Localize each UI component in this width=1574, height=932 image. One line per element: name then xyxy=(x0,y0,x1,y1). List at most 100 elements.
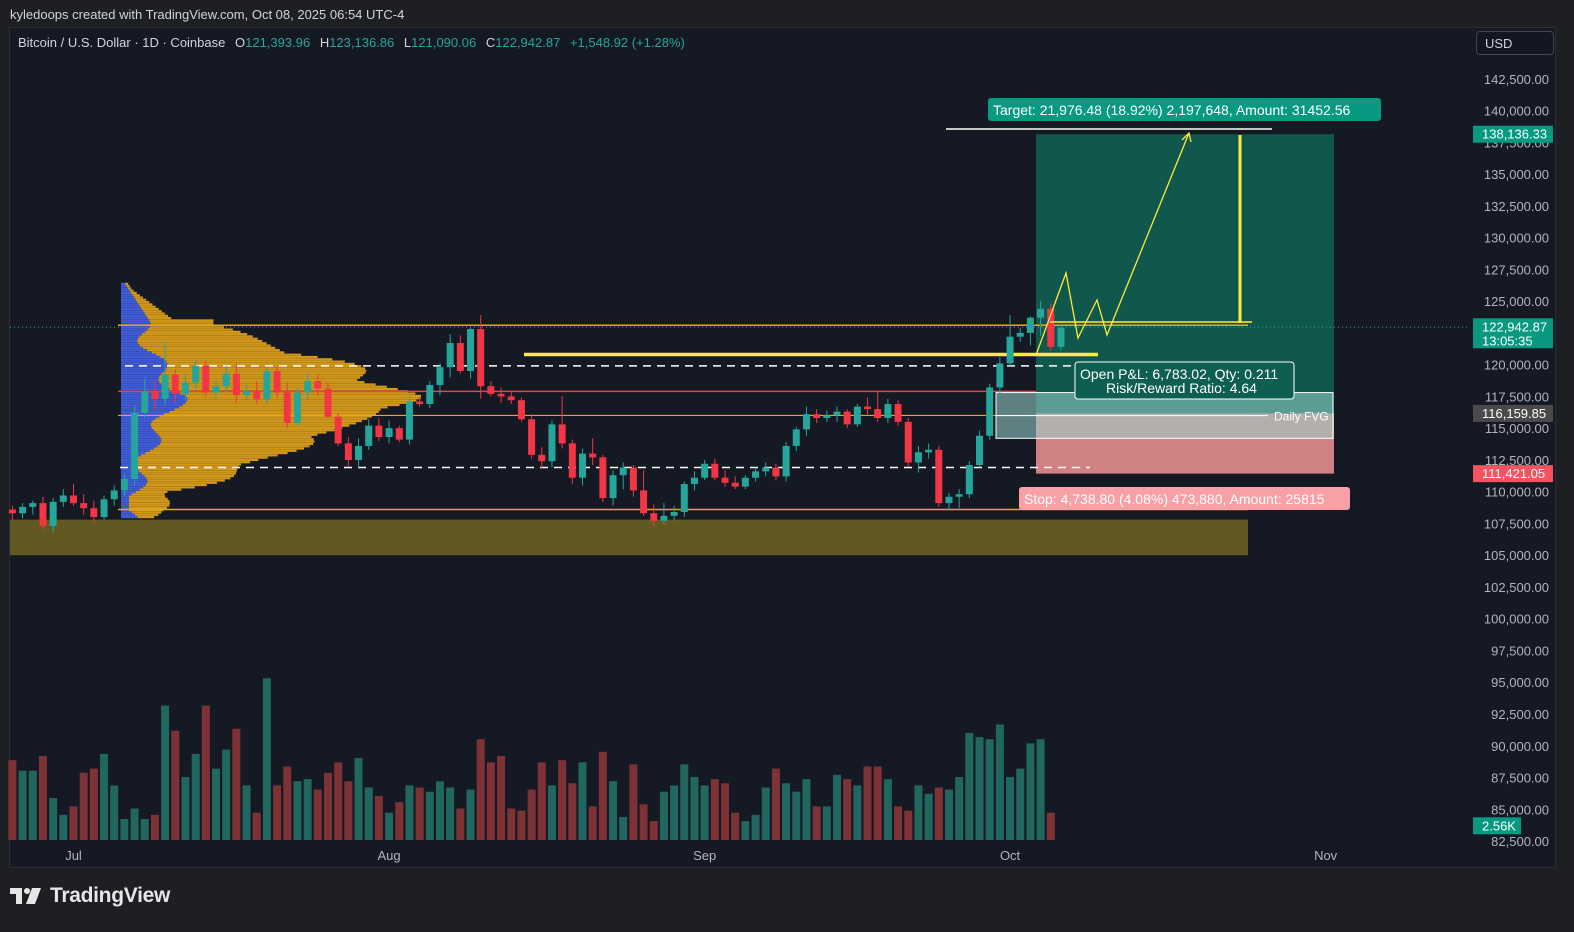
profile-bar-sell xyxy=(164,369,367,372)
candle-body xyxy=(456,343,464,371)
profile-bar-sell xyxy=(156,353,302,356)
candle-body xyxy=(548,424,556,462)
volume-bar xyxy=(670,785,679,840)
candle xyxy=(171,369,179,403)
candle xyxy=(843,409,851,429)
profile-bar-sell xyxy=(182,403,400,407)
volume-bar xyxy=(201,705,210,840)
candle-body xyxy=(1047,308,1055,347)
profile-bar-buy xyxy=(121,362,168,365)
candle-body xyxy=(39,503,47,526)
profile-bar-buy xyxy=(121,415,160,418)
fvg-label: Daily FVG xyxy=(1274,410,1329,424)
price-marker-text: 111,421.05 xyxy=(1482,466,1545,481)
profile-bar-sell xyxy=(144,330,241,333)
volume-bar xyxy=(497,756,506,840)
profile-bar-buy xyxy=(121,385,166,388)
candle-body xyxy=(192,365,200,383)
price-tick-label: 105,000.00 xyxy=(1484,548,1549,563)
candle-body xyxy=(49,501,57,526)
candle xyxy=(334,412,342,446)
candle xyxy=(721,470,729,487)
volume-bar xyxy=(425,791,434,840)
volume-bar xyxy=(934,787,943,840)
volume-bar xyxy=(568,783,577,840)
profile-bar-buy xyxy=(121,502,129,505)
candle xyxy=(243,384,251,401)
brand: TradingView xyxy=(10,884,170,908)
volume-bar xyxy=(629,764,638,840)
volume-bars xyxy=(8,678,1055,840)
candle-body xyxy=(599,457,607,499)
candle-body xyxy=(90,508,98,518)
profile-bar-buy xyxy=(121,504,129,507)
candle-body xyxy=(29,503,37,507)
candle-body xyxy=(8,509,16,514)
candle-body xyxy=(914,452,922,463)
candle-body xyxy=(996,363,1004,388)
candle xyxy=(426,381,434,408)
volume-bar xyxy=(659,791,668,840)
price-tick-label: 110,000.00 xyxy=(1485,485,1549,500)
attribution: kyledoops created with TradingView.com, … xyxy=(10,7,405,22)
symbol-title[interactable]: Bitcoin / U.S. Dollar · 1D · Coinbase xyxy=(18,35,226,50)
stop-label-text: Stop: 4,738.80 (4.08%) 473,880, Amount: … xyxy=(1024,491,1325,507)
profile-bar-sell xyxy=(147,328,233,331)
profile-bar-sell xyxy=(150,424,350,427)
volume-profile xyxy=(121,282,421,519)
candle xyxy=(59,489,67,507)
candle xyxy=(629,465,637,497)
profile-bar-sell xyxy=(149,319,214,322)
volume-bar xyxy=(619,816,628,840)
candle-body xyxy=(355,445,363,460)
candle xyxy=(619,462,627,490)
candle xyxy=(1047,303,1055,351)
candle-body xyxy=(19,506,27,514)
support-zone xyxy=(10,519,1248,556)
profile-bar-sell xyxy=(143,346,276,349)
profile-bar-buy xyxy=(121,461,134,464)
candle xyxy=(497,387,505,403)
profile-bar-sell xyxy=(153,429,335,432)
price-marker-bg xyxy=(1473,817,1521,835)
profile-bar-sell xyxy=(147,349,280,352)
volume-bar xyxy=(985,739,994,840)
profile-bar-sell xyxy=(161,438,314,441)
profile-bar-sell xyxy=(140,305,156,308)
volume-bar xyxy=(975,737,984,840)
profile-bar-buy xyxy=(121,335,140,338)
profile-bar-buy xyxy=(121,346,144,349)
candle-body xyxy=(70,495,77,504)
profile-bar-buy xyxy=(121,291,132,295)
candle-body xyxy=(334,416,342,444)
volume-bar xyxy=(822,806,831,840)
candle-body xyxy=(843,411,851,425)
profile-bar-sell xyxy=(137,339,263,343)
candle xyxy=(446,334,454,378)
volume-bar xyxy=(782,783,791,840)
price-tick-label: 90,000.00 xyxy=(1491,739,1549,754)
profile-bar-buy xyxy=(121,376,159,379)
profile-bar-sell xyxy=(134,296,143,299)
profile-bar-buy xyxy=(121,454,142,457)
profile-bar-sell xyxy=(150,321,214,324)
profile-bar-sell xyxy=(160,374,364,377)
profile-bar-sell xyxy=(174,408,381,411)
candle xyxy=(253,381,261,405)
candle-body xyxy=(161,374,169,399)
profile-bar-sell xyxy=(128,287,132,290)
volume-bar xyxy=(130,808,139,840)
candle xyxy=(456,335,464,374)
candle-body xyxy=(629,467,637,491)
currency-button[interactable]: USD xyxy=(1476,31,1554,55)
volume-bar xyxy=(232,728,241,840)
volume-bar xyxy=(639,804,648,840)
candle xyxy=(39,496,47,530)
candle xyxy=(192,359,200,389)
profile-bar-buy xyxy=(121,317,148,320)
profile-bar-buy xyxy=(121,435,161,439)
profile-bar-sell xyxy=(147,481,217,484)
profile-bar-buy xyxy=(121,392,181,395)
tradingview-logo-icon xyxy=(10,888,41,904)
